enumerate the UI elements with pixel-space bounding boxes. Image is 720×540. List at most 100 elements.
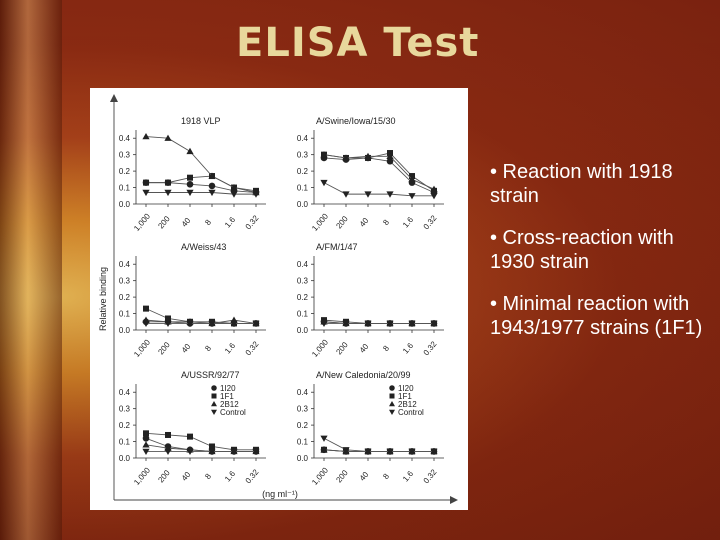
series-line bbox=[323, 182, 434, 197]
legend-label: 1F1 bbox=[220, 392, 234, 401]
x-tick-label: 200 bbox=[334, 214, 350, 230]
x-tick-label: 8 bbox=[203, 471, 213, 481]
bullet-list: • Reaction with 1918 strain • Cross-reac… bbox=[490, 160, 715, 358]
x-tick-label: 0.32 bbox=[244, 339, 261, 357]
y-tick-label: 0.2 bbox=[119, 167, 131, 176]
x-tick-label: 8 bbox=[381, 471, 391, 481]
data-point bbox=[143, 179, 149, 186]
x-tick-label: 8 bbox=[203, 343, 213, 353]
legend-marker bbox=[211, 401, 217, 407]
x-tick-label: 1.6 bbox=[223, 341, 237, 356]
data-point bbox=[386, 157, 394, 165]
data-point bbox=[142, 320, 150, 328]
y-tick-label: 0.1 bbox=[119, 438, 131, 447]
series-line bbox=[323, 154, 435, 190]
y-tick-label: 0.4 bbox=[297, 388, 309, 397]
series-line bbox=[323, 157, 435, 193]
x-tick-label: 1,000 bbox=[132, 337, 152, 359]
y-tick-label: 0.2 bbox=[119, 293, 131, 302]
series-line bbox=[145, 136, 257, 193]
panel-title: A/New Caledonia/20/99 bbox=[316, 370, 411, 380]
x-tick-label: 40 bbox=[358, 216, 371, 229]
data-point bbox=[164, 448, 172, 456]
data-point bbox=[430, 185, 438, 192]
x-tick-label: 200 bbox=[156, 214, 172, 230]
data-point bbox=[164, 189, 172, 197]
data-point bbox=[186, 320, 194, 328]
y-tick-label: 0.2 bbox=[297, 293, 309, 302]
series-line bbox=[146, 182, 257, 193]
data-point bbox=[142, 132, 150, 140]
y-tick-label: 0.0 bbox=[297, 200, 309, 209]
legend-label: 1F1 bbox=[398, 392, 412, 401]
data-point bbox=[320, 446, 328, 453]
y-tick-label: 0.4 bbox=[297, 134, 309, 143]
x-tick-label: 8 bbox=[203, 217, 213, 227]
data-point bbox=[187, 174, 193, 181]
legend-marker bbox=[211, 409, 217, 415]
legend-label: 1I20 bbox=[398, 384, 414, 393]
x-axis-arrow bbox=[450, 496, 458, 504]
legend-label: 2B12 bbox=[220, 400, 239, 409]
data-point bbox=[430, 193, 438, 200]
x-tick-label: 1,000 bbox=[310, 337, 330, 359]
data-point bbox=[209, 443, 215, 450]
data-point bbox=[142, 434, 150, 442]
data-point bbox=[208, 320, 216, 328]
y-tick-label: 0.3 bbox=[119, 151, 131, 160]
data-point bbox=[143, 305, 149, 312]
series-line bbox=[145, 319, 257, 324]
data-point bbox=[320, 435, 328, 442]
y-tick-label: 0.0 bbox=[119, 326, 131, 335]
x-tick-label: 40 bbox=[358, 470, 371, 483]
legend-label: 2B12 bbox=[398, 400, 417, 409]
data-point bbox=[342, 191, 350, 198]
y-tick-label: 0.1 bbox=[119, 310, 131, 319]
data-point bbox=[364, 191, 372, 198]
data-point bbox=[408, 175, 416, 183]
legend-marker bbox=[389, 393, 395, 399]
data-point bbox=[430, 448, 438, 456]
y-tick-label: 0.3 bbox=[297, 405, 309, 414]
data-point bbox=[386, 448, 394, 456]
y-axis-label: Relative binding bbox=[98, 267, 108, 331]
data-point bbox=[165, 431, 171, 438]
data-point bbox=[186, 147, 194, 155]
y-tick-label: 0.2 bbox=[297, 167, 309, 176]
x-tick-label: 1,000 bbox=[310, 211, 330, 233]
elisa-figure: 1918 VLP 0.0 0.1 0.2 0.3 0.4 1,000 200 40 8 1.6 0.3… bbox=[90, 88, 468, 510]
x-tick-label: 1.6 bbox=[223, 469, 237, 484]
x-tick-label: 1.6 bbox=[401, 341, 415, 356]
y-tick-label: 0.3 bbox=[297, 151, 309, 160]
y-tick-label: 0.1 bbox=[297, 184, 309, 193]
decorative-stripe bbox=[0, 0, 62, 540]
legend-label: Control bbox=[398, 408, 424, 417]
y-tick-label: 0.0 bbox=[119, 200, 131, 209]
y-axis-arrow bbox=[110, 94, 118, 102]
x-tick-label: 0.32 bbox=[422, 339, 439, 357]
data-point bbox=[364, 320, 372, 328]
x-tick-label: 8 bbox=[381, 343, 391, 353]
x-tick-label: 200 bbox=[156, 468, 172, 484]
x-tick-label: 1,000 bbox=[132, 465, 152, 487]
data-point bbox=[208, 182, 216, 190]
data-point bbox=[186, 448, 194, 456]
data-point bbox=[142, 189, 150, 197]
data-point bbox=[386, 152, 394, 160]
series-line bbox=[145, 432, 256, 451]
x-tick-label: 40 bbox=[180, 342, 193, 355]
y-tick-label: 0.1 bbox=[297, 438, 309, 447]
legend-marker bbox=[389, 409, 395, 415]
x-axis-label: (ng ml⁻¹) bbox=[262, 489, 298, 499]
data-point bbox=[164, 134, 172, 141]
data-point bbox=[408, 320, 416, 328]
data-point bbox=[142, 441, 150, 448]
data-point bbox=[186, 189, 194, 197]
x-tick-label: 0.32 bbox=[422, 213, 439, 231]
y-tick-label: 0.2 bbox=[119, 421, 131, 430]
legend-label: 1I20 bbox=[220, 384, 236, 393]
x-tick-label: 1.6 bbox=[401, 215, 415, 230]
data-point bbox=[386, 191, 394, 198]
data-point bbox=[230, 183, 238, 191]
data-point bbox=[320, 151, 328, 158]
